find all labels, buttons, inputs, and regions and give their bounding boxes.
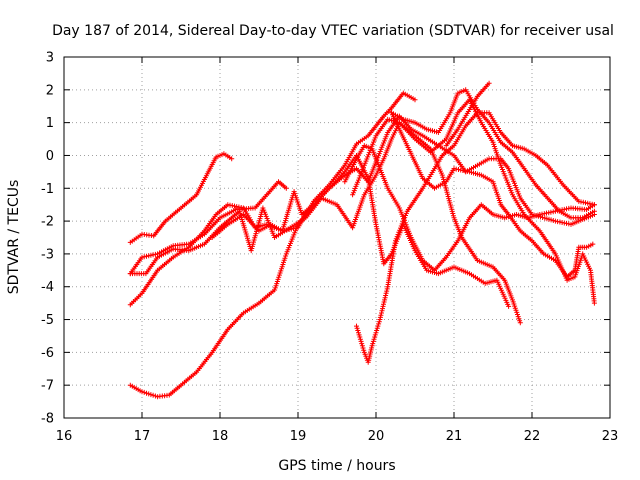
y-tick-label: 0	[46, 149, 54, 164]
series-markers	[443, 80, 492, 149]
y-tick-label: 1	[46, 116, 54, 131]
series-markers	[354, 110, 597, 365]
y-tick-label: -6	[41, 346, 54, 361]
series-line	[130, 121, 521, 324]
grid	[64, 57, 610, 418]
x-tick-label: 22	[524, 429, 541, 444]
y-tick-label: -1	[41, 182, 54, 197]
series-track-7	[354, 110, 597, 365]
series-markers	[127, 151, 235, 245]
series-line	[355, 112, 595, 363]
series-line	[391, 89, 595, 219]
y-axis-title: SDTVAR / TECUs	[6, 180, 22, 295]
series-track-4	[127, 120, 523, 326]
x-axis-title: GPS time / hours	[278, 458, 395, 474]
data-series	[127, 80, 597, 400]
series-line	[129, 154, 510, 398]
y-tick-label: -5	[41, 313, 54, 328]
x-tick-label: 21	[446, 429, 463, 444]
y-tick-label: 3	[46, 51, 54, 66]
y-tick-label: -7	[41, 379, 54, 394]
x-tick-label: 20	[368, 429, 385, 444]
y-tick-label: 2	[46, 83, 54, 98]
plot-frame	[63, 56, 611, 419]
y-tick-label: -3	[41, 247, 54, 262]
x-tick-label: 18	[212, 429, 229, 444]
x-tick-label: 23	[602, 429, 619, 444]
series-track-10	[389, 87, 597, 221]
x-tick-label: 16	[56, 429, 73, 444]
y-tick-label: -8	[41, 412, 54, 427]
series-track-1	[127, 151, 235, 245]
series-track-12	[443, 80, 492, 149]
series-line	[390, 112, 594, 278]
series-markers	[342, 143, 597, 273]
axis-ticks	[63, 56, 611, 419]
y-tick-label: -4	[41, 280, 54, 295]
series-track-11	[389, 110, 596, 280]
chart-title: Day 187 of 2014, Sidereal Day-to-day VTE…	[52, 23, 614, 39]
x-tick-label: 19	[290, 429, 307, 444]
y-tick-label: -2	[41, 215, 54, 230]
series-markers	[389, 87, 597, 221]
series-markers	[389, 110, 596, 280]
series-track-8	[342, 143, 597, 273]
series-markers	[127, 120, 523, 326]
x-tick-label: 17	[134, 429, 151, 444]
series-markers	[350, 97, 597, 306]
